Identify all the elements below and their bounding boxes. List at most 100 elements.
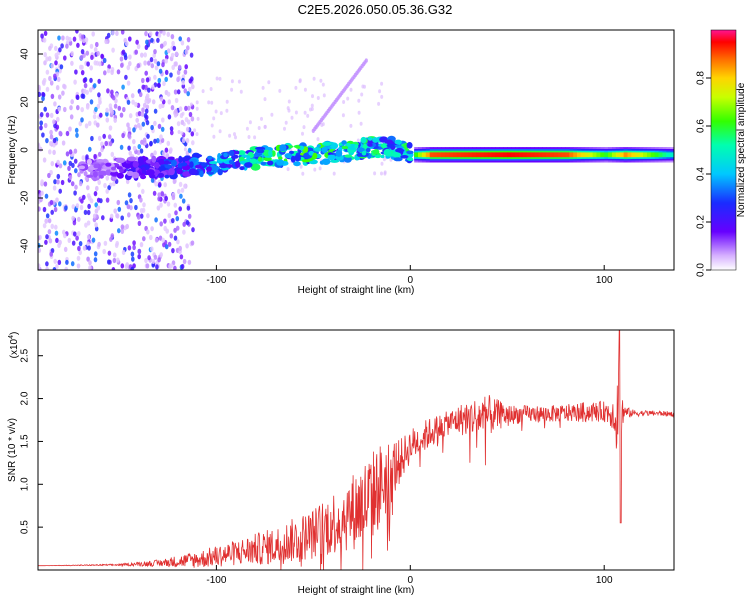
noise-dot xyxy=(120,62,124,68)
noise-dot xyxy=(61,90,65,96)
noise-dot xyxy=(75,30,79,34)
noise-dot xyxy=(173,202,178,208)
ridge-blob xyxy=(343,156,352,163)
ridge-blob xyxy=(372,149,380,155)
noise-dot xyxy=(80,34,85,40)
noise-dot xyxy=(121,132,125,139)
noise-dot xyxy=(167,213,172,219)
faint-dot xyxy=(322,93,326,98)
noise-dot xyxy=(83,83,88,89)
noise-dot xyxy=(139,213,144,219)
noise-dot xyxy=(43,30,48,36)
noise-dot xyxy=(75,235,79,241)
noise-dot xyxy=(63,233,67,239)
noise-dot xyxy=(144,257,148,264)
ridge-blob xyxy=(341,140,347,145)
noise-dot xyxy=(57,35,61,41)
ridge-blob xyxy=(250,163,261,171)
noise-dot xyxy=(183,183,187,189)
spectrogram-ticks: -100 0 100 -40 -20 0 20 40 xyxy=(20,48,613,286)
band-segment xyxy=(530,152,535,158)
faint-dot xyxy=(361,84,365,89)
x-tick-label: -100 xyxy=(206,575,226,586)
noise-dot xyxy=(63,106,67,113)
noise-dot xyxy=(177,188,181,194)
noise-dot xyxy=(155,264,159,270)
noise-dot xyxy=(107,185,111,191)
noise-dot xyxy=(82,194,86,200)
noise-dot xyxy=(141,107,145,113)
noise-dot xyxy=(94,202,98,208)
noise-dot xyxy=(71,215,75,221)
noise-dot xyxy=(59,64,64,70)
noise-dot xyxy=(173,235,178,241)
noise-dot xyxy=(110,89,114,95)
noise-dot xyxy=(164,195,168,202)
noise-dot xyxy=(93,60,98,66)
ridge-blob xyxy=(96,159,106,163)
noise-dot xyxy=(177,64,182,70)
noise-dot xyxy=(105,188,109,194)
ridge-blob xyxy=(228,150,235,156)
noise-dot xyxy=(54,224,58,230)
faint-dot xyxy=(311,94,314,99)
noise-dot xyxy=(135,39,139,45)
noise-dot xyxy=(56,76,61,82)
noise-dot xyxy=(142,137,147,143)
noise-dot xyxy=(77,216,81,222)
noise-dot xyxy=(107,259,111,265)
noise-dot xyxy=(64,266,68,270)
chart-title: C2E5.2026.050.05.36.G32 xyxy=(298,2,453,17)
band-segment xyxy=(658,152,663,158)
faint-dot xyxy=(230,79,234,84)
band-segment xyxy=(600,152,605,158)
noise-dot xyxy=(55,264,59,270)
faint-dot xyxy=(299,164,303,169)
noise-dot xyxy=(182,229,186,235)
band-segment xyxy=(522,152,528,158)
faint-dot xyxy=(341,113,345,118)
faint-dot xyxy=(263,97,267,102)
noise-dot xyxy=(180,187,185,193)
noise-dot xyxy=(60,179,65,186)
noise-dot xyxy=(89,99,94,105)
noise-dot xyxy=(127,245,132,251)
noise-dot xyxy=(190,116,195,122)
noise-dot xyxy=(153,108,158,114)
faint-dot xyxy=(349,123,353,128)
noise-dot xyxy=(91,237,96,243)
faint-dot xyxy=(320,123,324,127)
noise-dot xyxy=(81,155,86,161)
ridge-blob xyxy=(341,145,349,150)
noise-dot xyxy=(72,36,77,42)
colorbar-tick-label: 0.8 xyxy=(696,71,707,85)
ridge-blob xyxy=(374,154,382,159)
noise-dot xyxy=(157,32,162,38)
noise-dot xyxy=(184,64,188,70)
faint-dot xyxy=(267,80,271,85)
ridge-blob xyxy=(276,159,285,166)
noise-dot xyxy=(185,138,190,144)
band-segment xyxy=(608,152,613,158)
ridge-blob xyxy=(115,157,126,164)
noise-dot xyxy=(55,197,59,203)
y-tick-label: 1.0 xyxy=(20,477,31,491)
band-segment xyxy=(588,152,593,158)
noise-dot xyxy=(53,179,57,185)
faint-dot xyxy=(283,126,286,131)
noise-dot xyxy=(68,126,72,132)
noise-dot xyxy=(45,112,50,118)
ridge-blob xyxy=(255,146,265,151)
noise-dot xyxy=(139,148,144,154)
noise-dot xyxy=(96,50,100,57)
noise-dot xyxy=(93,153,97,160)
faint-dot xyxy=(239,89,243,94)
band-segment xyxy=(538,152,543,158)
ridge-blob xyxy=(219,164,228,169)
noise-dot xyxy=(49,134,54,140)
noise-dot xyxy=(166,201,171,207)
noise-dot xyxy=(45,56,49,62)
noise-dot xyxy=(71,240,76,246)
band-segment xyxy=(670,152,674,158)
noise-dot xyxy=(147,87,151,93)
